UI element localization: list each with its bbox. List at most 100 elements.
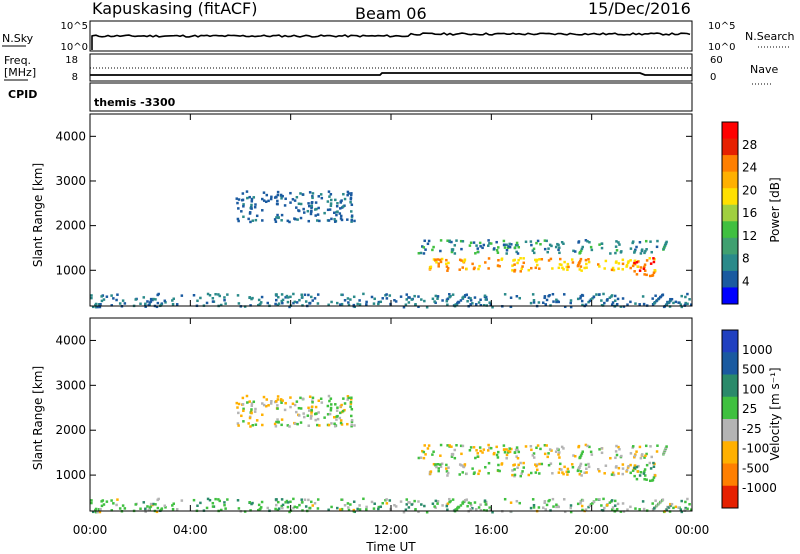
velocity-cell [578,455,582,459]
velocity-cell [545,503,549,507]
power-cell [625,264,629,267]
velocity-cell [463,463,467,466]
velocity-cell [602,497,605,501]
velocity-cell [425,510,429,514]
velocity-cell [538,462,541,466]
velocity-cell [511,473,514,477]
velocity-cell [472,446,476,449]
power-cell [520,267,523,271]
velocity-cell [171,507,175,511]
power-cell [579,295,583,298]
power-cell [530,266,533,270]
power-cell [622,305,626,308]
power-cell [511,269,514,272]
velocity-cell [417,510,420,514]
power-cell [448,239,451,243]
power-cell [280,299,283,303]
power-cell [97,303,101,306]
velocity-cell [261,402,264,405]
power-cell [121,299,125,302]
velocity-cell [149,505,153,508]
velocity-cell [654,499,657,502]
power-cell [347,303,351,307]
power-cell [346,297,350,300]
velocity-cell [196,504,199,508]
velocity-cell [292,497,295,501]
power-cell [313,297,317,300]
velocity-cell [435,465,438,469]
power-cell [615,240,618,243]
power-cell [614,251,617,255]
power-cell [394,300,398,303]
power-cell [327,219,331,222]
power-cell [668,305,672,308]
power-cell [644,249,647,253]
velocity-cell [237,424,240,427]
velocity-cell [665,445,668,448]
velocity-cell [547,463,551,467]
velocity-cell [479,503,482,506]
velocity-cell [274,425,278,428]
power-cell [633,261,636,265]
velocity-cell [329,397,333,400]
velocity-cell [336,406,339,409]
power-cell [583,266,586,270]
velocity-cell [399,500,403,503]
power-cell [550,244,553,248]
power-cell [652,257,655,260]
velocity-cell [436,500,440,503]
velocity-cell [517,450,521,454]
power-cell [570,258,574,261]
colorbar-swatch [722,122,738,140]
velocity-cell [653,507,656,510]
velocity-cell [226,498,229,501]
velocity-cell [465,498,469,501]
velocity-cell [317,411,320,414]
velocity-cell [385,498,388,501]
power-cell [581,303,584,307]
velocity-cell [343,402,347,405]
velocity-cell [649,445,652,448]
velocity-cell [482,448,486,451]
y-tick-label: 1000 [55,468,86,482]
velocity-cell [445,470,449,473]
velocity-cell [293,403,297,407]
power-scatter [90,190,693,309]
velocity-cell [285,499,289,503]
power-cell [275,298,278,302]
power-cell [585,262,588,266]
velocity-cell [240,414,243,418]
power-cell [659,295,663,298]
velocity-cell [377,507,380,511]
power-cell [252,196,256,199]
velocity-cell [342,397,345,400]
power-cell [507,245,510,248]
power-cell [276,193,280,197]
velocity-cell [118,507,122,510]
velocity-cell [426,447,430,450]
power-cell [316,293,320,296]
power-cell [349,298,352,301]
power-cell [224,302,227,305]
velocity-cell [311,401,314,404]
power-cell [610,294,614,297]
power-cell [465,293,469,296]
velocity-cell [600,504,603,507]
power-cell [573,250,577,253]
velocity-cell [655,504,659,507]
velocity-cell [677,506,680,509]
power-cell [248,296,251,299]
velocity-cell [393,503,396,507]
power-cell [663,245,666,249]
power-cell [537,301,541,304]
velocity-cell [613,504,617,507]
power-cell [308,301,312,305]
velocity-cell [269,402,273,405]
velocity-cell [310,500,313,504]
velocity-cell [306,414,310,417]
velocity-cell [645,463,649,467]
power-cell [489,242,493,245]
velocity-cell [617,445,620,449]
velocity-cell [463,498,467,502]
velocity-cell [90,501,93,505]
